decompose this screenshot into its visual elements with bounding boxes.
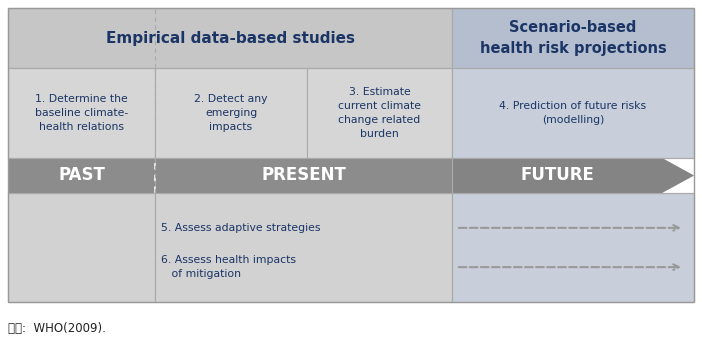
Text: 2. Detect any
emerging
impacts: 2. Detect any emerging impacts: [194, 94, 267, 132]
Text: 5. Assess adaptive strategies: 5. Assess adaptive strategies: [161, 223, 321, 233]
Bar: [8, 8, 452, 68]
Text: FUTURE: FUTURE: [520, 167, 594, 185]
Bar: [452, 8, 694, 68]
Text: PRESENT: PRESENT: [261, 167, 346, 185]
Text: Scenario-based
health risk projections: Scenario-based health risk projections: [479, 20, 666, 56]
Text: PAST: PAST: [58, 167, 105, 185]
Text: 4. Prediction of future risks
(modelling): 4. Prediction of future risks (modelling…: [499, 101, 647, 125]
Text: Empirical data-based studies: Empirical data-based studies: [105, 30, 355, 46]
Polygon shape: [452, 158, 694, 193]
Bar: [155, 193, 452, 302]
Polygon shape: [8, 158, 694, 193]
Text: 자료:  WHO(2009).: 자료: WHO(2009).: [8, 322, 106, 335]
Bar: [155, 68, 307, 158]
Bar: [8, 8, 694, 302]
Text: 1. Determine the
baseline climate-
health relations: 1. Determine the baseline climate- healt…: [35, 94, 128, 132]
Bar: [8, 68, 155, 158]
Bar: [307, 68, 452, 158]
Text: 3. Estimate
current climate
change related
burden: 3. Estimate current climate change relat…: [338, 87, 421, 139]
Bar: [452, 68, 694, 158]
Text: 6. Assess health impacts
   of mitigation: 6. Assess health impacts of mitigation: [161, 255, 296, 279]
Bar: [452, 193, 694, 302]
Bar: [8, 193, 155, 302]
